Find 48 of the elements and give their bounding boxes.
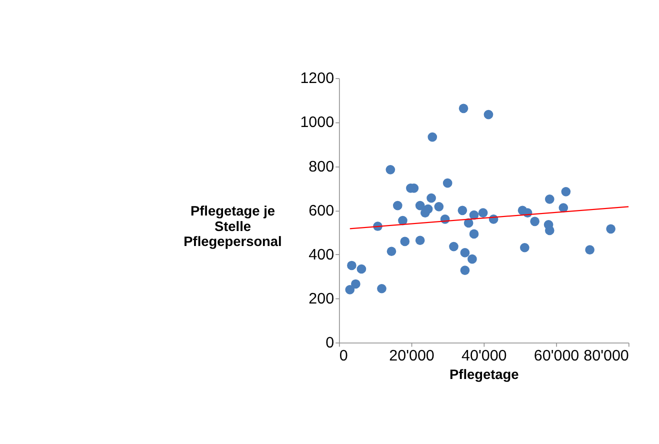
point: [377, 284, 386, 294]
point: [398, 216, 408, 226]
y-tick-label: 1200: [300, 70, 334, 88]
y-tick-label: 400: [308, 246, 334, 264]
point: [434, 202, 444, 212]
y-tick-label: 0: [326, 334, 334, 352]
x-tick-label: 80'000: [584, 347, 629, 364]
point: [606, 224, 616, 234]
point: [345, 285, 355, 294]
point: [415, 200, 425, 210]
point: [386, 246, 396, 256]
x-tick-label: 60'000: [534, 347, 580, 364]
x-axis-title: Pflegetage: [450, 366, 520, 382]
point: [558, 203, 568, 212]
point: [449, 242, 458, 252]
y-axis-title: Pflegetage je Stelle Pflegepersonal: [184, 204, 282, 250]
point: [585, 245, 594, 254]
point: [544, 226, 554, 236]
y-tick-label: 800: [308, 158, 334, 176]
point: [400, 236, 410, 246]
point: [469, 229, 479, 239]
x-tick-label: 0: [339, 347, 348, 364]
point: [458, 104, 468, 114]
x-tick-label: 20'000: [389, 347, 434, 364]
point: [561, 187, 571, 196]
point: [356, 264, 366, 274]
y-tick-label: 600: [308, 202, 334, 220]
point: [544, 194, 554, 204]
point: [520, 242, 530, 252]
y-tick-label: 200: [308, 290, 334, 308]
point: [426, 193, 436, 203]
point: [484, 110, 494, 120]
point: [442, 178, 452, 188]
x-tick-label: 40'000: [462, 347, 507, 364]
point: [392, 200, 402, 210]
point: [460, 248, 470, 258]
point: [415, 236, 425, 246]
point: [351, 279, 360, 289]
point: [423, 204, 433, 214]
point: [458, 206, 468, 216]
point: [347, 260, 356, 270]
point: [468, 254, 477, 264]
point: [478, 208, 488, 218]
point: [530, 216, 540, 226]
point: [460, 266, 470, 275]
point: [428, 132, 438, 142]
y-tick-label: 1000: [300, 114, 334, 132]
point: [386, 164, 396, 174]
